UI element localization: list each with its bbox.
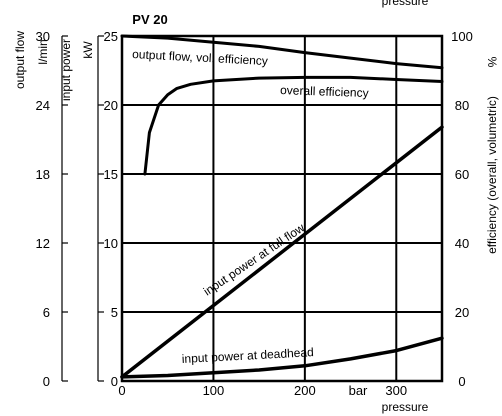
power-tick-label: 25: [104, 29, 118, 44]
grid-lines: [122, 36, 442, 381]
power-tick-label: 0: [111, 374, 118, 389]
x-tick-label: 200: [294, 383, 316, 398]
flow-tick-label: 30: [36, 29, 50, 44]
efficiency-tick-label: 60: [455, 167, 469, 182]
chart-title: PV 20: [132, 12, 167, 27]
efficiency-tick-label: 0: [458, 374, 465, 389]
series-deadhead-power: [120, 336, 444, 379]
plot-frame: [120, 34, 444, 383]
x-tick-label: 0: [118, 383, 125, 398]
flow-tick-label: 12: [36, 236, 50, 251]
x-tick-label: 100: [203, 383, 225, 398]
axis-ticks: 0 100 200 300051015202506121824300204060801…: [36, 29, 473, 398]
series-full-flow-power: [120, 125, 444, 379]
x-tick-label: 300: [385, 383, 407, 398]
efficiency-axis-title: efficiency (overall, volumetric): [485, 96, 499, 254]
efficiency-tick-label: 20: [455, 305, 469, 320]
series-label-overall-efficiency: overall efficiency: [280, 83, 369, 100]
power-axis-title: input power: [59, 39, 73, 101]
flow-tick-label: 24: [36, 98, 50, 113]
series-overall-efficiency: [143, 75, 444, 176]
power-tick-label: 10: [104, 236, 118, 251]
flow-tick-label: 6: [43, 305, 50, 320]
flow-axis-unit: l/min: [36, 39, 50, 64]
power-axis-unit: kW: [81, 41, 95, 59]
series-label-full-flow: input power at full flow: [201, 220, 308, 298]
efficiency-tick-label: 100: [451, 29, 473, 44]
x-axis-unit-label: bar: [349, 383, 368, 398]
top-right-label: pressure: [382, 0, 429, 8]
efficiency-axis-unit: %: [485, 57, 499, 68]
power-tick-label: 5: [111, 305, 118, 320]
series-vol-efficiency: [120, 34, 444, 70]
efficiency-tick-label: 40: [455, 236, 469, 251]
flow-tick-label: 0: [43, 374, 50, 389]
x-axis-title: pressure: [382, 400, 429, 414]
flow-tick-label: 18: [36, 167, 50, 182]
flow-axis-title: output flow: [13, 31, 27, 89]
series-label-vol-efficiency: output flow, vol. efficiency: [132, 47, 268, 68]
power-tick-label: 15: [104, 167, 118, 182]
series-label-deadhead: input power at deadhead: [181, 345, 314, 366]
series-group: [120, 34, 444, 379]
power-tick-label: 20: [104, 98, 118, 113]
efficiency-tick-label: 80: [455, 98, 469, 113]
